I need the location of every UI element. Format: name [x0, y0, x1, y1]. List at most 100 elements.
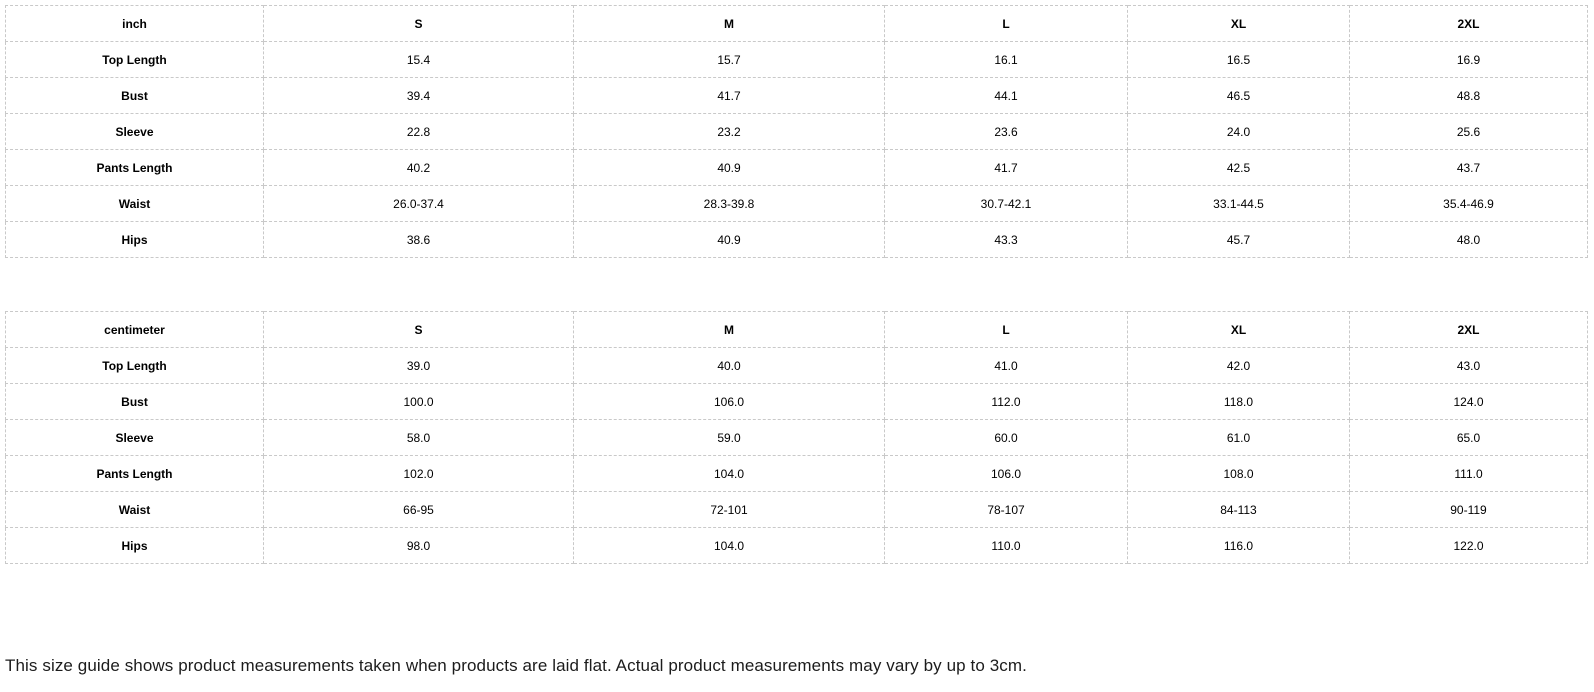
size-column-header: S — [263, 5, 574, 42]
measurement-cell: 16.5 — [1127, 41, 1350, 78]
measurement-cell: 102.0 — [263, 455, 574, 492]
table-row: Waist 26.0-37.4 28.3-39.8 30.7-42.1 33.1-44.… — [5, 185, 1588, 222]
unit-header-cell: centimeter — [5, 311, 264, 348]
measurement-cell: 84-113 — [1127, 491, 1350, 528]
size-column-header: XL — [1127, 311, 1350, 348]
measurement-cell: 43.3 — [884, 221, 1128, 258]
table-row: Pants Length 102.0 104.0 106.0 108.0 111.0 — [5, 455, 1588, 492]
measurement-cell: 40.9 — [573, 149, 885, 186]
size-table-inch: inch S M L XL 2XL Top Length 15.4 15.7 16.1 16.5 16… — [5, 5, 1588, 258]
measurement-cell: 39.4 — [263, 77, 574, 114]
measurement-cell: 124.0 — [1349, 383, 1588, 420]
table-row: Sleeve 58.0 59.0 60.0 61.0 65.0 — [5, 419, 1588, 456]
measurement-cell: 44.1 — [884, 77, 1128, 114]
measurement-cell: 48.0 — [1349, 221, 1588, 258]
table-row: Waist 66-95 72-101 78-107 84-113 90-119 — [5, 491, 1588, 528]
measurement-cell: 48.8 — [1349, 77, 1588, 114]
measurement-cell: 65.0 — [1349, 419, 1588, 456]
size-note: This size guide shows product measuremen… — [5, 656, 1027, 675]
row-label-cell: Bust — [5, 383, 264, 420]
table-row: Top Length 15.4 15.7 16.1 16.5 16.9 — [5, 41, 1588, 78]
table-row: Hips 98.0 104.0 110.0 116.0 122.0 — [5, 527, 1588, 564]
measurement-cell: 39.0 — [263, 347, 574, 384]
measurement-cell: 112.0 — [884, 383, 1128, 420]
measurement-cell: 61.0 — [1127, 419, 1350, 456]
measurement-cell: 106.0 — [573, 383, 885, 420]
measurement-cell: 38.6 — [263, 221, 574, 258]
measurement-cell: 40.0 — [573, 347, 885, 384]
row-label-cell: Waist — [5, 185, 264, 222]
measurement-cell: 16.1 — [884, 41, 1128, 78]
measurement-cell: 35.4-46.9 — [1349, 185, 1588, 222]
measurement-cell: 122.0 — [1349, 527, 1588, 564]
measurement-cell: 15.4 — [263, 41, 574, 78]
measurement-cell: 41.7 — [884, 149, 1128, 186]
measurement-cell: 16.9 — [1349, 41, 1588, 78]
size-column-header: S — [263, 311, 574, 348]
measurement-cell: 106.0 — [884, 455, 1128, 492]
size-table-centimeter: centimeter S M L XL 2XL Top Length 39.0 40.0 41.0… — [5, 311, 1588, 564]
measurement-cell: 45.7 — [1127, 221, 1350, 258]
header-row: inch S M L XL 2XL — [5, 5, 1588, 42]
measurement-cell: 30.7-42.1 — [884, 185, 1128, 222]
measurement-cell: 15.7 — [573, 41, 885, 78]
size-column-header: XL — [1127, 5, 1350, 42]
measurement-cell: 104.0 — [573, 527, 885, 564]
measurement-cell: 42.5 — [1127, 149, 1350, 186]
measurement-cell: 43.7 — [1349, 149, 1588, 186]
measurement-cell: 100.0 — [263, 383, 574, 420]
unit-header-cell: inch — [5, 5, 264, 42]
measurement-cell: 116.0 — [1127, 527, 1350, 564]
size-column-header: 2XL — [1349, 5, 1588, 42]
row-label-cell: Sleeve — [5, 419, 264, 456]
size-column-header: L — [884, 5, 1128, 42]
measurement-cell: 26.0-37.4 — [263, 185, 574, 222]
row-label-cell: Pants Length — [5, 149, 264, 186]
table-row: Hips 38.6 40.9 43.3 45.7 48.0 — [5, 221, 1588, 258]
measurement-cell: 60.0 — [884, 419, 1128, 456]
measurement-cell: 59.0 — [573, 419, 885, 456]
measurement-cell: 40.2 — [263, 149, 574, 186]
measurement-cell: 23.6 — [884, 113, 1128, 150]
measurement-cell: 24.0 — [1127, 113, 1350, 150]
measurement-cell: 25.6 — [1349, 113, 1588, 150]
table-row: Bust 39.4 41.7 44.1 46.5 48.8 — [5, 77, 1588, 114]
row-label-cell: Sleeve — [5, 113, 264, 150]
row-label-cell: Pants Length — [5, 455, 264, 492]
row-label-cell: Hips — [5, 221, 264, 258]
measurement-cell: 110.0 — [884, 527, 1128, 564]
measurement-cell: 118.0 — [1127, 383, 1350, 420]
measurement-cell: 22.8 — [263, 113, 574, 150]
measurement-cell: 111.0 — [1349, 455, 1588, 492]
measurement-cell: 98.0 — [263, 527, 574, 564]
measurement-cell: 41.0 — [884, 347, 1128, 384]
row-label-cell: Top Length — [5, 347, 264, 384]
row-label-cell: Top Length — [5, 41, 264, 78]
row-label-cell: Bust — [5, 77, 264, 114]
size-column-header: M — [573, 311, 885, 348]
table-row: Sleeve 22.8 23.2 23.6 24.0 25.6 — [5, 113, 1588, 150]
measurement-cell: 41.7 — [573, 77, 885, 114]
measurement-cell: 33.1-44.5 — [1127, 185, 1350, 222]
measurement-cell: 42.0 — [1127, 347, 1350, 384]
size-column-header: L — [884, 311, 1128, 348]
measurement-cell: 46.5 — [1127, 77, 1350, 114]
size-column-header: 2XL — [1349, 311, 1588, 348]
table-row: Top Length 39.0 40.0 41.0 42.0 43.0 — [5, 347, 1588, 384]
table-row: Pants Length 40.2 40.9 41.7 42.5 43.7 — [5, 149, 1588, 186]
measurement-cell: 40.9 — [573, 221, 885, 258]
size-column-header: M — [573, 5, 885, 42]
measurement-cell: 90-119 — [1349, 491, 1588, 528]
measurement-cell: 108.0 — [1127, 455, 1350, 492]
row-label-cell: Hips — [5, 527, 264, 564]
measurement-cell: 43.0 — [1349, 347, 1588, 384]
row-label-cell: Waist — [5, 491, 264, 528]
table-row: Bust 100.0 106.0 112.0 118.0 124.0 — [5, 383, 1588, 420]
measurement-cell: 72-101 — [573, 491, 885, 528]
measurement-cell: 58.0 — [263, 419, 574, 456]
measurement-cell: 28.3-39.8 — [573, 185, 885, 222]
measurement-cell: 23.2 — [573, 113, 885, 150]
measurement-cell: 78-107 — [884, 491, 1128, 528]
header-row: centimeter S M L XL 2XL — [5, 311, 1588, 348]
